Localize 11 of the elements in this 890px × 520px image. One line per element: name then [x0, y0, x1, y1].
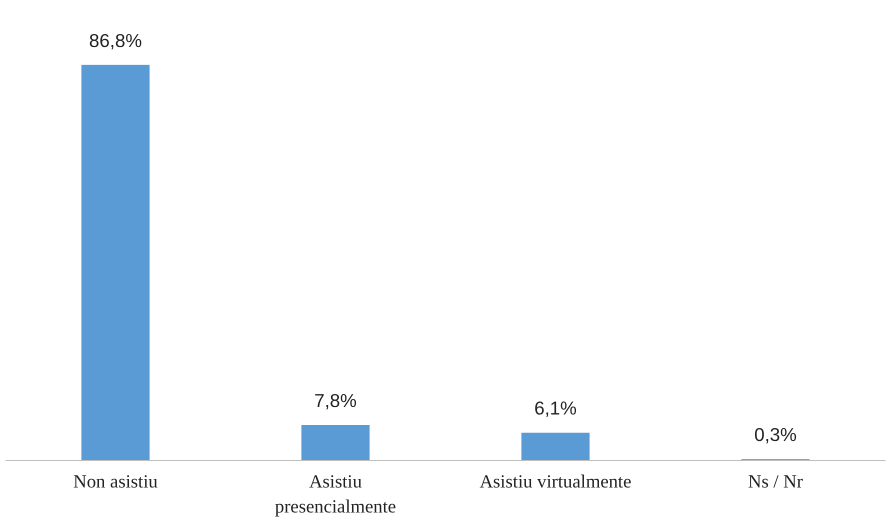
bar — [81, 64, 150, 460]
data-label: 86,8% — [89, 30, 142, 51]
bar — [521, 432, 590, 460]
bar — [301, 424, 370, 460]
x-tick-label: Ns / Nr — [748, 472, 804, 492]
data-label: 6,1% — [534, 398, 577, 419]
x-tick-label: Asistiu presencialmente — [274, 472, 396, 518]
x-tick-label: Non asistiu — [73, 472, 158, 492]
x-tick-label: Asistiu virtualmente — [480, 472, 632, 492]
data-label: 0,3% — [754, 424, 797, 446]
data-label: 7,8% — [314, 390, 357, 411]
